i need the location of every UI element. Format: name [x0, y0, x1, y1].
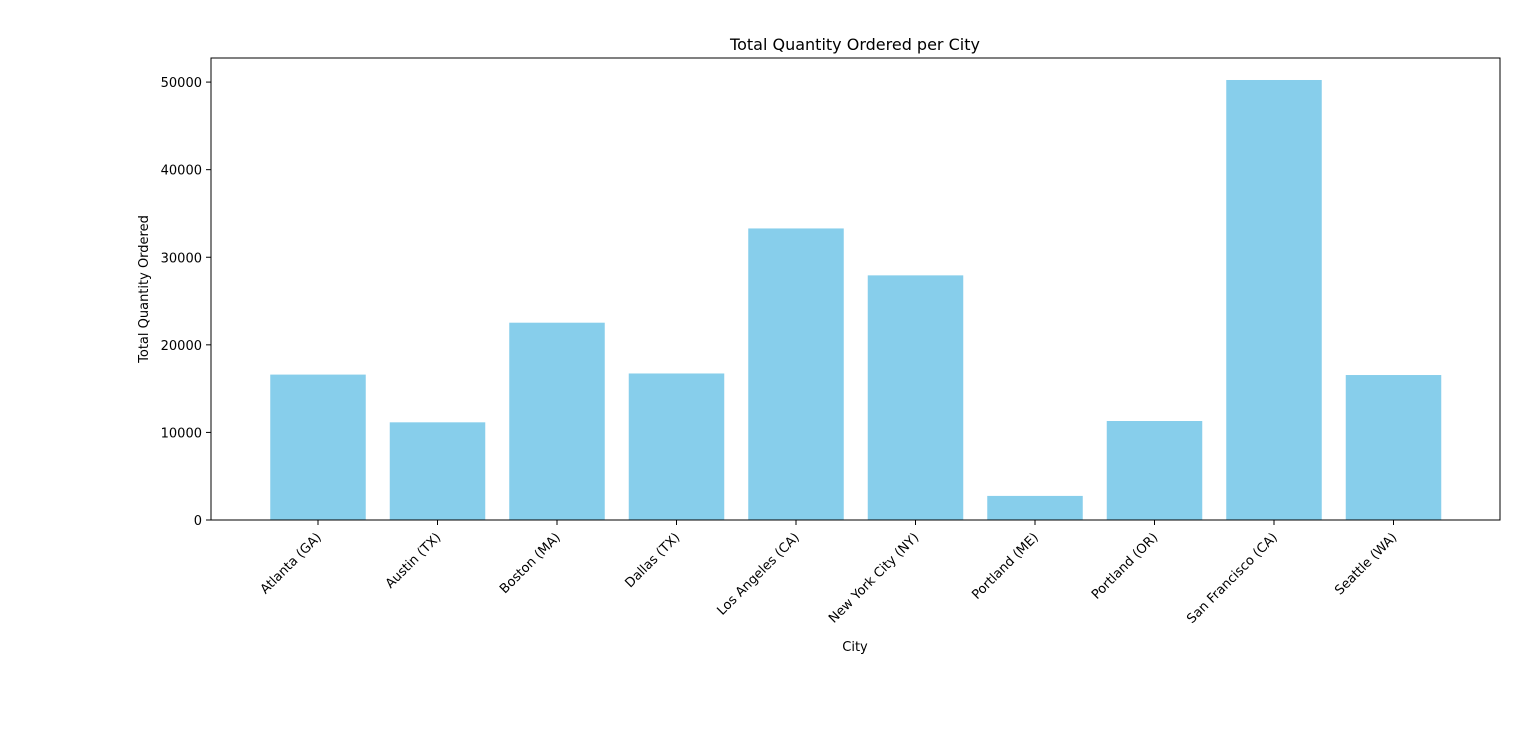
bar-6 [987, 495, 1083, 520]
bar-3 [628, 373, 725, 520]
bar-0 [270, 374, 366, 520]
y-tick-label-3: 30000 [161, 251, 202, 266]
x-tick-label-1: Austin (TX) [383, 530, 445, 592]
y-tick-label-4: 40000 [161, 164, 202, 179]
bar-1 [389, 422, 486, 520]
plot-frame [210, 57, 1501, 521]
bar-2 [509, 322, 605, 520]
x-tick-label-4: Los Angeles (CA) [715, 530, 803, 618]
x-tick-label-2: Boston (MA) [497, 530, 564, 597]
x-axis-label: City [842, 640, 868, 655]
bar-4 [748, 228, 844, 520]
y-axis: 0 10000 20000 30000 40000 50000 [161, 76, 211, 529]
chart-title: Total Quantity Ordered per City [729, 35, 980, 54]
x-tick-label-3: Dallas (TX) [622, 530, 683, 591]
bar-8 [1226, 79, 1322, 521]
x-tick-label-7: Portland (OR) [1089, 530, 1161, 602]
x-tick-label-5: New York City (NY) [826, 530, 922, 626]
y-tick-label-2: 20000 [161, 339, 202, 354]
y-tick-label-5: 50000 [161, 76, 202, 91]
x-axis: Atlanta (GA) Austin (TX) Boston (MA) Dallas… [258, 520, 1400, 627]
x-tick-label-0: Atlanta (GA) [258, 530, 325, 597]
y-tick-label-1: 10000 [161, 426, 202, 441]
bar-7 [1106, 421, 1203, 520]
x-tick-label-8: San Francisco (CA) [1184, 530, 1281, 627]
bar-5 [867, 275, 964, 520]
x-tick-label-9: Seattle (WA) [1332, 530, 1400, 598]
y-tick-label-0: 0 [194, 514, 202, 529]
y-axis-label: Total Quantity Ordered [137, 215, 152, 364]
x-tick-label-6: Portland (ME) [969, 530, 1042, 603]
bar-9 [1345, 375, 1442, 520]
bars-group [270, 79, 1442, 521]
